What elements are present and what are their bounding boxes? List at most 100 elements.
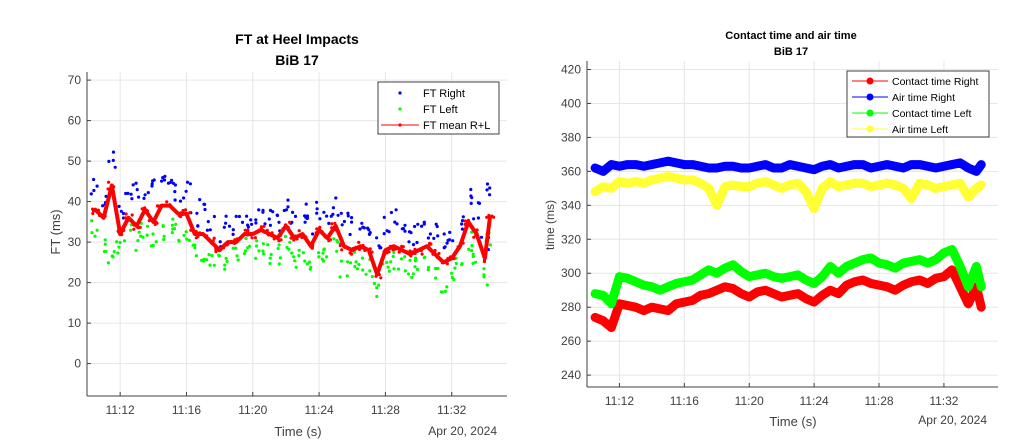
- data-point: [379, 276, 383, 280]
- data-point: [729, 260, 738, 269]
- data-point: [470, 243, 474, 248]
- data-point: [428, 241, 432, 245]
- data-point: [181, 212, 185, 216]
- y-tick-label: 30: [68, 235, 82, 249]
- data-point: [161, 224, 165, 228]
- data-point: [858, 255, 867, 264]
- data-point: [231, 246, 235, 250]
- data-point: [939, 182, 948, 191]
- data-point: [599, 182, 608, 191]
- data-point: [262, 224, 266, 228]
- data-point: [753, 270, 762, 279]
- data-point: [875, 162, 884, 171]
- data-point: [350, 216, 354, 220]
- y-tick-label: 260: [561, 334, 581, 348]
- data-point: [403, 255, 407, 259]
- legend[interactable]: Contact time Right Air time Right Contac…: [846, 70, 990, 138]
- data-point: [818, 184, 827, 193]
- legend-label-ft-mean: FT mean R+L: [423, 120, 490, 132]
- data-point: [405, 250, 409, 254]
- data-point: [113, 165, 117, 169]
- data-point: [443, 289, 447, 293]
- data-point: [162, 237, 166, 242]
- data-point: [420, 224, 424, 228]
- data-point: [615, 177, 624, 186]
- data-point: [183, 208, 188, 212]
- data-point: [802, 187, 811, 196]
- data-point: [117, 231, 121, 235]
- x-tick-label: 11:16: [670, 394, 699, 408]
- data-point: [414, 256, 418, 260]
- data-point: [367, 228, 371, 232]
- data-point: [363, 248, 367, 252]
- data-point: [297, 254, 301, 258]
- data-point: [340, 223, 344, 227]
- data-point: [445, 285, 449, 289]
- data-point: [293, 259, 297, 263]
- data-point: [426, 236, 430, 240]
- data-point: [826, 177, 835, 186]
- data-point: [720, 162, 729, 171]
- y-tick-label: 20: [68, 276, 82, 290]
- data-point: [834, 163, 843, 172]
- data-point: [235, 254, 239, 258]
- data-point: [354, 260, 358, 264]
- data-point: [168, 203, 172, 207]
- data-point: [194, 230, 198, 234]
- data-point: [615, 299, 624, 308]
- data-point: [357, 240, 361, 244]
- data-point: [117, 245, 121, 249]
- legend[interactable]: FT Right FT Left FT mean R+L: [377, 81, 500, 135]
- data-point: [257, 208, 261, 212]
- data-point: [96, 208, 100, 212]
- data-point: [785, 272, 794, 281]
- data-point: [112, 185, 116, 189]
- data-point: [198, 231, 202, 235]
- data-point: [255, 239, 259, 243]
- x-tick-label: 11:20: [238, 403, 267, 417]
- data-point: [704, 289, 713, 298]
- data-point: [599, 316, 608, 325]
- data-point: [427, 244, 431, 248]
- y-tick-label: 70: [68, 73, 82, 87]
- data-point: [91, 207, 95, 211]
- data-point: [964, 282, 973, 291]
- data-point: [407, 240, 411, 244]
- data-point: [842, 281, 851, 290]
- data-point: [266, 243, 270, 247]
- data-point: [353, 265, 357, 269]
- data-point: [111, 150, 116, 154]
- data-point: [712, 163, 721, 172]
- data-point: [310, 246, 314, 250]
- data-point: [336, 240, 340, 244]
- data-point: [433, 248, 437, 253]
- data-point: [688, 276, 697, 285]
- series-air-time-left: [590, 171, 986, 214]
- data-point: [639, 281, 648, 290]
- chart-subtitle: BiB 17: [774, 46, 808, 58]
- data-point: [370, 250, 374, 254]
- ft-heel-impacts-chart: FT at Heel Impacts BiB 17 0 10 20 30 40 50 60 7…: [48, 31, 507, 439]
- data-point: [850, 160, 859, 169]
- data-point: [303, 214, 307, 218]
- data-point: [330, 226, 334, 230]
- data-point: [372, 281, 376, 286]
- data-point: [145, 233, 149, 237]
- data-point: [452, 277, 456, 282]
- data-point: [208, 263, 212, 267]
- data-point: [244, 236, 248, 241]
- data-point: [291, 210, 295, 214]
- data-point: [810, 165, 819, 174]
- data-point: [225, 243, 229, 247]
- data-point: [672, 174, 681, 183]
- data-point: [409, 254, 413, 258]
- data-point: [379, 246, 383, 250]
- data-point: [453, 266, 457, 270]
- data-point: [439, 290, 443, 294]
- data-point: [475, 228, 479, 232]
- data-point: [485, 215, 489, 219]
- data-point: [268, 223, 272, 227]
- data-point: [152, 178, 156, 182]
- data-point: [696, 270, 705, 279]
- data-point: [103, 242, 107, 246]
